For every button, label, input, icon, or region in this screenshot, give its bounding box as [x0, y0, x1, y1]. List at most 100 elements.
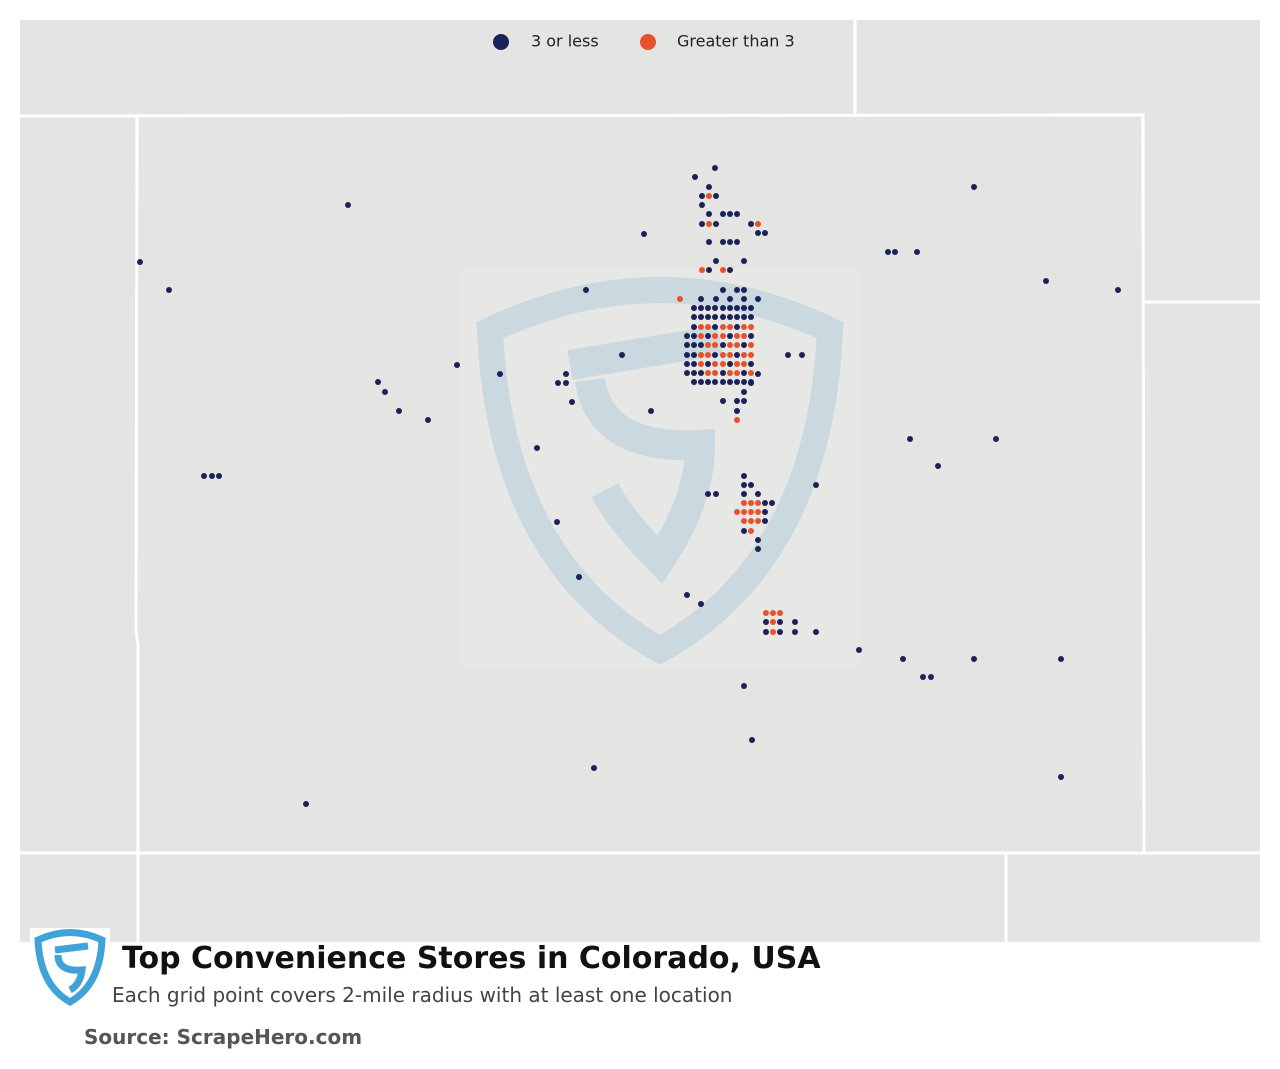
grid-point — [748, 333, 754, 339]
grid-point — [885, 249, 891, 255]
grid-point — [425, 417, 431, 423]
grid-point — [534, 445, 540, 451]
grid-point — [569, 399, 575, 405]
grid-point — [755, 509, 761, 515]
grid-point — [777, 610, 783, 616]
grid-point — [396, 408, 402, 414]
grid-point — [749, 737, 755, 743]
logo — [30, 928, 110, 1012]
grid-points — [137, 165, 1121, 807]
grid-point — [741, 500, 747, 506]
grid-point — [720, 379, 726, 385]
grid-point — [720, 352, 726, 358]
grid-point — [748, 324, 754, 330]
grid-point — [734, 287, 740, 293]
legend: 3 or less Greater than 3 — [493, 32, 795, 51]
grid-point — [684, 342, 690, 348]
grid-point — [345, 202, 351, 208]
grid-point — [705, 361, 711, 367]
grid-point — [727, 239, 733, 245]
grid-point — [699, 267, 705, 273]
grid-point — [691, 324, 697, 330]
grid-point — [727, 379, 733, 385]
grid-point — [777, 619, 783, 625]
subtitle: Each grid point covers 2-mile radius wit… — [112, 983, 732, 1007]
grid-point — [705, 342, 711, 348]
grid-point — [727, 361, 733, 367]
grid-point — [698, 379, 704, 385]
grid-point — [698, 352, 704, 358]
grid-point — [734, 333, 740, 339]
grid-point — [705, 305, 711, 311]
grid-point — [691, 314, 697, 320]
grid-point — [748, 482, 754, 488]
grid-point — [720, 333, 726, 339]
grid-point — [755, 518, 761, 524]
grid-point — [720, 398, 726, 404]
grid-point — [375, 379, 381, 385]
grid-point — [706, 193, 712, 199]
grid-point — [698, 333, 704, 339]
grid-point — [856, 647, 862, 653]
grid-point — [928, 674, 934, 680]
grid-point — [734, 211, 740, 217]
grid-point — [748, 305, 754, 311]
grid-point — [741, 324, 747, 330]
grid-point — [914, 249, 920, 255]
grid-point — [769, 500, 775, 506]
grid-point — [727, 211, 733, 217]
state-borders — [19, 20, 1260, 942]
grid-point — [1058, 656, 1064, 662]
grid-point — [712, 379, 718, 385]
grid-point — [705, 379, 711, 385]
grid-point — [691, 352, 697, 358]
grid-point — [762, 509, 768, 515]
grid-point — [741, 314, 747, 320]
grid-point — [734, 305, 740, 311]
grid-point — [720, 314, 726, 320]
grid-point — [748, 518, 754, 524]
grid-point — [748, 314, 754, 320]
grid-point — [741, 509, 747, 515]
grid-point — [216, 473, 222, 479]
grid-point — [741, 389, 747, 395]
grid-point — [770, 629, 776, 635]
grid-point — [497, 371, 503, 377]
grid-point — [763, 629, 769, 635]
grid-point — [741, 528, 747, 534]
grid-point — [734, 239, 740, 245]
grid-point — [755, 537, 761, 543]
grid-point — [755, 546, 761, 552]
grid-point — [741, 518, 747, 524]
grid-point — [691, 361, 697, 367]
grid-point — [734, 361, 740, 367]
grid-point — [576, 574, 582, 580]
grid-point — [734, 379, 740, 385]
grid-point — [741, 305, 747, 311]
grid-point — [727, 370, 733, 376]
grid-point — [734, 370, 740, 376]
grid-point — [705, 370, 711, 376]
grid-point — [755, 500, 761, 506]
grid-point — [755, 230, 761, 236]
legend-swatch — [640, 34, 656, 50]
grid-point — [706, 239, 712, 245]
grid-point — [748, 342, 754, 348]
grid-point — [734, 324, 740, 330]
grid-point — [741, 296, 747, 302]
grid-point — [720, 239, 726, 245]
legend-swatch — [493, 34, 509, 50]
grid-point — [727, 296, 733, 302]
grid-point — [727, 333, 733, 339]
grid-point — [748, 370, 754, 376]
grid-point — [712, 361, 718, 367]
grid-point — [762, 500, 768, 506]
grid-point — [382, 389, 388, 395]
grid-point — [677, 296, 683, 302]
grid-point — [762, 518, 768, 524]
grid-point — [720, 287, 726, 293]
grid-point — [699, 193, 705, 199]
grid-point — [698, 296, 704, 302]
grid-point — [641, 231, 647, 237]
grid-point — [166, 287, 172, 293]
